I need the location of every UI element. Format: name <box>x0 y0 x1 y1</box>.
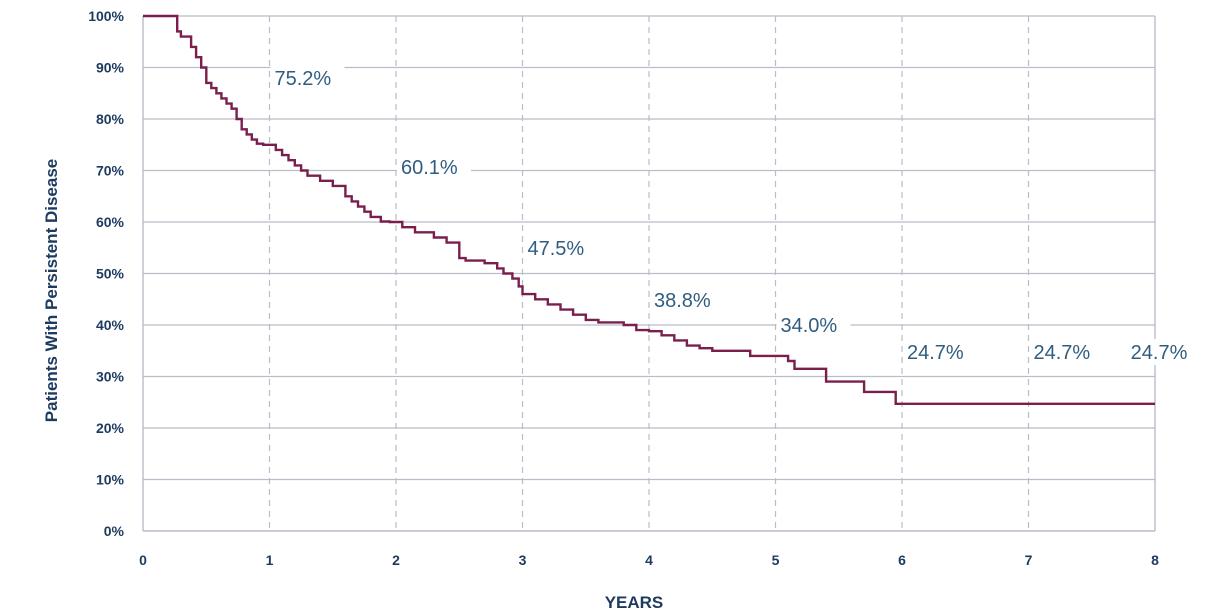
annotation-bg <box>650 287 724 313</box>
y-tick-label: 80% <box>96 111 125 127</box>
y-tick-label: 60% <box>96 214 125 230</box>
curve <box>143 14 1155 405</box>
annotation-label: 75.2% <box>275 68 332 90</box>
y-tick-label: 70% <box>96 163 125 179</box>
y-tick-label: 90% <box>96 60 125 76</box>
y-axis-title: Patients With Persistent Disease <box>42 159 61 422</box>
annotation-bg <box>1122 339 1196 365</box>
y-tick-label: 40% <box>96 317 125 333</box>
x-tick-label: 3 <box>519 552 527 568</box>
y-tick-label: 50% <box>96 266 125 282</box>
y-tick-label: 0% <box>104 523 125 539</box>
x-tick-label: 4 <box>645 552 653 568</box>
annotation-bg <box>397 154 471 180</box>
annotations: 75.2% 60.1% 47.5% 38.8% 34.0% 24.7% 24.7% 24.7% <box>270 65 1196 365</box>
annotation-bg <box>776 312 851 338</box>
annotation-bg <box>903 339 977 365</box>
y-tick-label: 10% <box>96 472 125 488</box>
x-tick-label: 6 <box>898 552 906 568</box>
annotation-label: 24.7% <box>907 342 964 364</box>
annotation-label: 34.0% <box>781 315 838 337</box>
grid <box>143 15 1155 531</box>
x-tick-label: 0 <box>139 552 147 568</box>
annotation-label: 60.1% <box>401 157 458 179</box>
annotation-label: 24.7% <box>1131 342 1188 364</box>
x-tick-label: 8 <box>1151 552 1159 568</box>
annotation-bg <box>270 65 345 91</box>
annotation-bg <box>1029 339 1104 365</box>
axes <box>142 16 1156 532</box>
y-tick-label: 20% <box>96 420 125 436</box>
annotation-label: 24.7% <box>1034 342 1091 364</box>
x-tick-label: 1 <box>266 552 274 568</box>
annotation-label: 47.5% <box>528 238 585 260</box>
y-tick-label: 30% <box>96 369 125 385</box>
tick-labels: 0% 10% 20% 30% 40% 50% 60% 70% 80% 90% 100% 0 1 2 3 4 5 6… <box>88 8 1159 568</box>
y-tick-label: 100% <box>88 8 124 24</box>
annotation-bg <box>523 235 598 261</box>
x-tick-label: 2 <box>392 552 400 568</box>
x-tick-label: 7 <box>1025 552 1033 568</box>
survival-step-line <box>143 14 1155 405</box>
annotation-label: 38.8% <box>654 290 711 312</box>
x-axis-title: YEARS <box>605 593 664 612</box>
x-tick-label: 5 <box>772 552 780 568</box>
